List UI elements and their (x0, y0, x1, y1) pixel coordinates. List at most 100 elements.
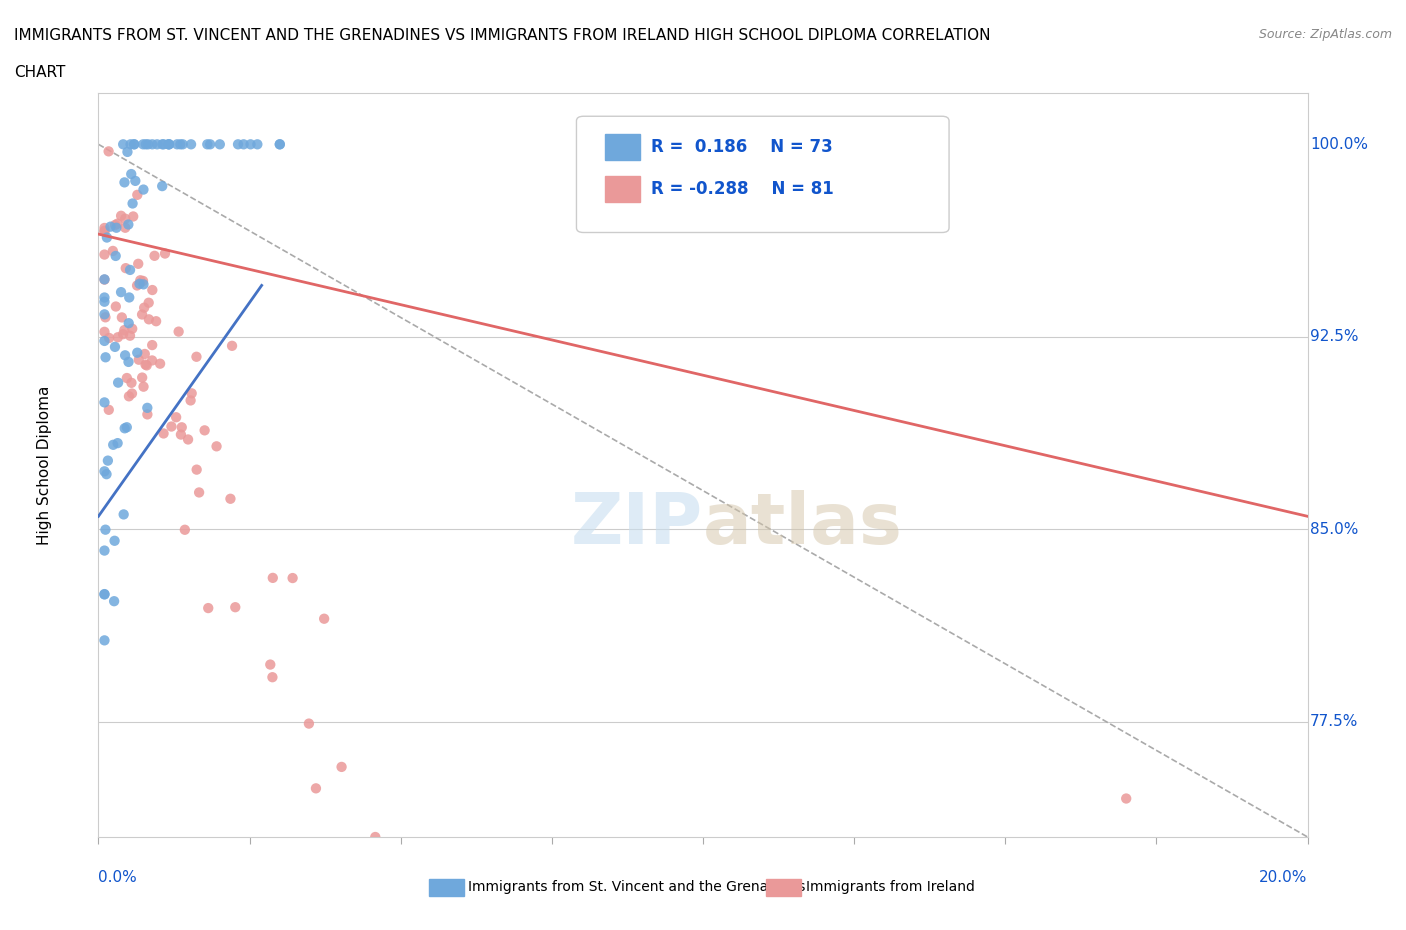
Point (121, 321, 143, 336)
Point (138, 296, 160, 311)
Point (98, 330, 121, 345)
Text: atlas: atlas (703, 490, 903, 559)
Point (132, 273, 155, 288)
Point (160, 419, 183, 434)
Point (112, 137, 135, 152)
Point (93, 223, 115, 238)
Point (219, 491, 242, 506)
Point (157, 137, 180, 152)
Point (141, 137, 163, 152)
Point (224, 600, 246, 615)
Point (165, 410, 187, 425)
Point (93, 294, 115, 309)
Point (259, 658, 281, 672)
Point (122, 137, 145, 152)
Point (145, 313, 167, 328)
Point (135, 358, 157, 373)
Point (134, 300, 156, 315)
Text: Immigrants from St. Vincent and the Grenadines: Immigrants from St. Vincent and the Gren… (468, 880, 806, 895)
Point (127, 345, 149, 360)
Point (141, 353, 163, 368)
Text: ZIP: ZIP (571, 490, 703, 559)
Point (188, 485, 211, 500)
Point (125, 278, 148, 293)
Point (122, 209, 145, 224)
Point (166, 137, 188, 152)
Point (132, 277, 155, 292)
Point (194, 423, 217, 438)
Point (177, 432, 200, 447)
Point (93, 325, 115, 339)
Point (198, 137, 221, 152)
Point (93, 587, 115, 602)
Point (239, 137, 262, 152)
Point (121, 376, 143, 391)
Point (93, 272, 115, 287)
Point (364, 830, 387, 844)
Point (93, 224, 115, 239)
Point (262, 670, 284, 684)
Point (93, 220, 115, 235)
Text: 100.0%: 100.0% (1310, 137, 1368, 152)
Text: CHART: CHART (14, 65, 66, 80)
Point (149, 356, 172, 371)
Point (114, 348, 136, 363)
Point (269, 137, 291, 152)
Point (186, 462, 208, 477)
Point (152, 426, 174, 441)
Point (314, 611, 336, 626)
Point (134, 347, 156, 362)
Point (136, 407, 159, 422)
Point (127, 257, 149, 272)
Point (262, 570, 284, 585)
Point (97, 403, 120, 418)
Point (143, 248, 166, 263)
Point (93, 334, 115, 349)
Point (1115, 791, 1137, 806)
Point (107, 435, 129, 450)
Point (205, 439, 228, 454)
Point (93, 290, 115, 305)
Point (117, 217, 139, 232)
Point (97, 453, 120, 468)
Text: 85.0%: 85.0% (1310, 522, 1358, 537)
Point (110, 208, 132, 223)
Point (132, 182, 155, 197)
Point (97, 144, 120, 159)
Point (195, 137, 218, 152)
Point (93, 247, 115, 262)
Point (330, 760, 353, 775)
Point (104, 248, 127, 263)
Point (136, 401, 159, 416)
Point (172, 137, 194, 152)
Point (226, 137, 249, 152)
Point (186, 350, 208, 365)
Point (121, 196, 143, 211)
Point (128, 276, 150, 291)
Point (100, 219, 122, 234)
Point (124, 173, 146, 188)
Point (141, 283, 163, 298)
Point (93, 395, 115, 410)
Point (118, 316, 141, 331)
Point (114, 220, 136, 235)
Point (114, 421, 136, 436)
Point (115, 370, 138, 385)
Point (120, 166, 142, 181)
Point (180, 393, 202, 408)
Point (132, 379, 155, 394)
Point (103, 533, 125, 548)
Point (93, 633, 115, 648)
Point (118, 389, 141, 404)
Point (246, 137, 269, 152)
Point (169, 137, 191, 152)
Point (121, 386, 143, 401)
Point (138, 312, 160, 326)
Point (110, 285, 132, 299)
Point (94, 523, 117, 538)
Text: 20.0%: 20.0% (1260, 870, 1308, 885)
Point (298, 716, 321, 731)
Point (103, 593, 125, 608)
Point (170, 419, 193, 434)
Point (115, 419, 138, 434)
